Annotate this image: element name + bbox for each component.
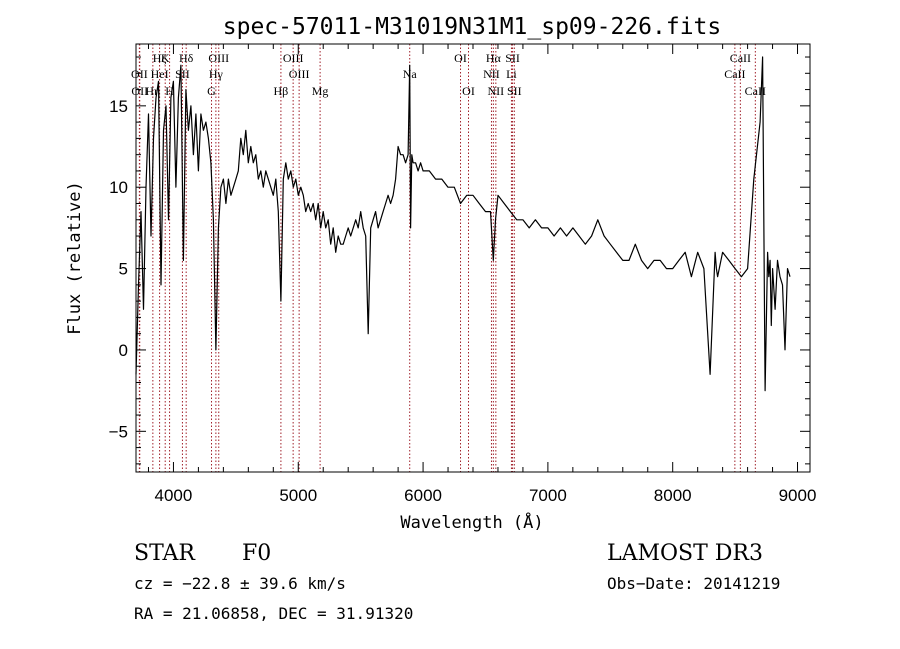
- y-tick-label: 15: [109, 97, 128, 116]
- x-tick-label: 5000: [279, 486, 317, 505]
- x-tick-label: 7000: [529, 486, 567, 505]
- line-label: Li: [506, 67, 517, 81]
- line-markers: [138, 44, 756, 472]
- line-label: NII: [488, 84, 505, 98]
- x-tick-label: 4000: [155, 486, 193, 505]
- line-label: OII: [131, 67, 148, 81]
- line-label: SII: [505, 51, 520, 65]
- obs-date: Obs−Date: 20141219: [607, 574, 781, 593]
- line-label: CaII: [724, 67, 745, 81]
- chart-title: spec-57011-M31019N31M1_sp09-226.fits: [223, 14, 722, 40]
- line-label: G: [207, 84, 216, 98]
- line-label: OIII: [208, 51, 229, 65]
- line-label: OIII: [289, 67, 310, 81]
- x-tick-label: 6000: [404, 486, 442, 505]
- spectrum-line: [135, 56, 791, 392]
- y-axis-ticks: −5 0 5 10 15: [109, 56, 810, 465]
- redshift-cz: cz = −22.8 ± 39.6 km/s: [134, 574, 346, 593]
- line-label: Hα: [486, 51, 502, 65]
- survey-name: LAMOST DR3: [607, 541, 763, 566]
- line-label: Hδ: [179, 51, 194, 65]
- y-tick-label: 5: [119, 260, 128, 279]
- line-label: Mg: [312, 84, 329, 98]
- line-label: K: [161, 51, 170, 65]
- y-tick-label: 0: [119, 341, 128, 360]
- line-label: OI: [454, 51, 467, 65]
- x-axis-ticks: 4000 5000 6000 7000 8000 9000: [147, 44, 817, 505]
- x-axis-label: Wavelength (Å): [400, 511, 543, 533]
- y-tick-label: −5: [109, 422, 128, 441]
- line-label: OI: [462, 84, 475, 98]
- object-class: STAR: [134, 541, 195, 566]
- line-label: NII: [483, 67, 500, 81]
- line-label: OIII: [283, 51, 304, 65]
- coordinates: RA = 21.06858, DEC = 31.91320: [134, 604, 414, 623]
- line-label: Hβ: [274, 84, 289, 98]
- subclass: F0: [242, 541, 272, 566]
- line-label: CaII: [730, 51, 751, 65]
- line-label: Hζ: [153, 51, 167, 65]
- y-axis-label: Flux (relative): [65, 181, 85, 335]
- line-label: Hγ: [209, 67, 224, 81]
- line-label: HeI: [151, 67, 169, 81]
- y-tick-label: 10: [109, 178, 128, 197]
- line-label: SII: [175, 67, 190, 81]
- line-label: H: [165, 84, 174, 98]
- x-tick-label: 8000: [654, 486, 692, 505]
- line-label: SII: [507, 84, 522, 98]
- plot-frame: [135, 43, 811, 473]
- x-tick-label: 9000: [779, 486, 817, 505]
